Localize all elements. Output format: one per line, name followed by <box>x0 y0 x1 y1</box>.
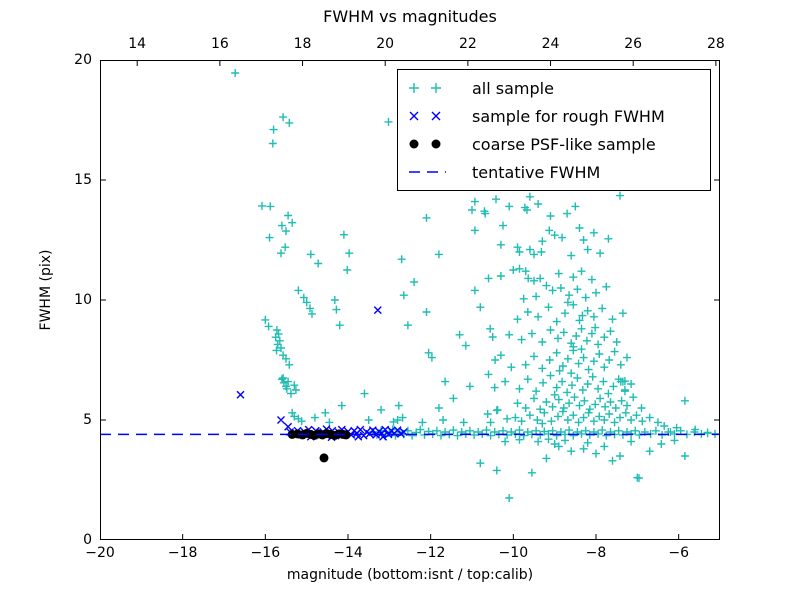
legend-item-coarse-psf: coarse PSF-like sample <box>406 130 704 158</box>
plot-frame <box>100 60 720 540</box>
legend-item-all-sample: all sample <box>406 74 704 102</box>
top-tick-label: 26 <box>624 36 643 52</box>
x-tick-label: −6 <box>668 545 689 561</box>
top-tick-label: 22 <box>458 36 477 52</box>
y-tick-label: 20 <box>74 52 92 68</box>
chart-title: FWHM vs magnitudes <box>323 7 497 26</box>
plot-area <box>100 60 720 540</box>
sample-for-rough-FWHM-points <box>236 306 408 442</box>
x-tick-label: −18 <box>167 545 198 561</box>
x-axis-label: magnitude (bottom:isnt / top:calib) <box>286 567 534 583</box>
y-tick-label: 15 <box>74 172 92 188</box>
y-tick-label: 5 <box>83 412 92 428</box>
top-tick-label: 16 <box>210 36 229 52</box>
x-tick-label: −12 <box>415 545 446 561</box>
dashed-line-icon <box>409 171 446 173</box>
legend-label: sample for rough FWHM <box>472 106 665 126</box>
x-tick-label: −8 <box>585 545 607 561</box>
legend-label: coarse PSF-like sample <box>472 134 656 154</box>
top-tick-label: 18 <box>293 36 312 52</box>
x-tick-label: −10 <box>498 545 529 561</box>
legend-item-tentative-fwhm: tentative FWHM <box>406 158 704 186</box>
top-tick-label: 14 <box>128 36 147 52</box>
all-sample-points <box>231 69 719 502</box>
x-tick-label: −14 <box>333 545 363 561</box>
y-tick-label: 0 <box>83 532 92 548</box>
legend-item-rough-fwhm: sample for rough FWHM <box>406 102 704 130</box>
y-axis-label: FWHM (pix) <box>38 249 54 331</box>
plus-marker-icon <box>409 83 441 93</box>
top-tick-label: 28 <box>706 36 725 52</box>
y-tick-label: 10 <box>74 292 92 308</box>
legend-label: all sample <box>472 78 554 98</box>
top-tick-label: 20 <box>376 36 395 52</box>
x-tick-label: −16 <box>250 545 281 561</box>
legend: all sample sample for rough FWHM coarse … <box>397 69 711 191</box>
legend-label: tentative FWHM <box>472 162 601 182</box>
top-tick-label: 24 <box>541 36 560 52</box>
x-tick-label: −20 <box>85 545 115 561</box>
x-marker-icon <box>409 111 441 121</box>
dot-marker-icon <box>409 139 441 149</box>
